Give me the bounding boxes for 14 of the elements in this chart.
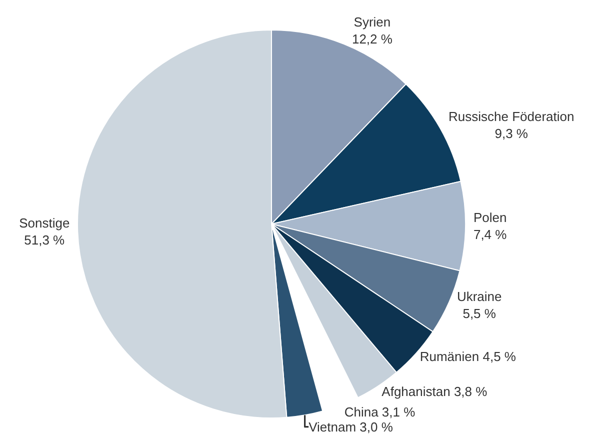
slice-label: Syrien: [354, 14, 391, 30]
slice-label: Polen: [473, 210, 507, 226]
slice-label: Ukraine: [456, 289, 502, 304]
slice-label: Russische Föderation: [448, 108, 574, 124]
slice-label: Vietnam 3,0 %: [308, 419, 394, 434]
slice-label: China 3,1 %: [344, 404, 416, 420]
slice-label: Afghanistan 3,8 %: [382, 384, 488, 399]
data-label: 9,3 %: [494, 126, 528, 141]
slice-label: Sonstige: [19, 216, 70, 231]
slice-label: Rumänien 4,5 %: [420, 349, 516, 364]
data-label: 7,4 %: [473, 227, 508, 242]
data-label: 5,5 %: [462, 306, 496, 321]
data-label: 12,2 %: [352, 31, 393, 46]
data-label: 51,3 %: [24, 232, 66, 248]
